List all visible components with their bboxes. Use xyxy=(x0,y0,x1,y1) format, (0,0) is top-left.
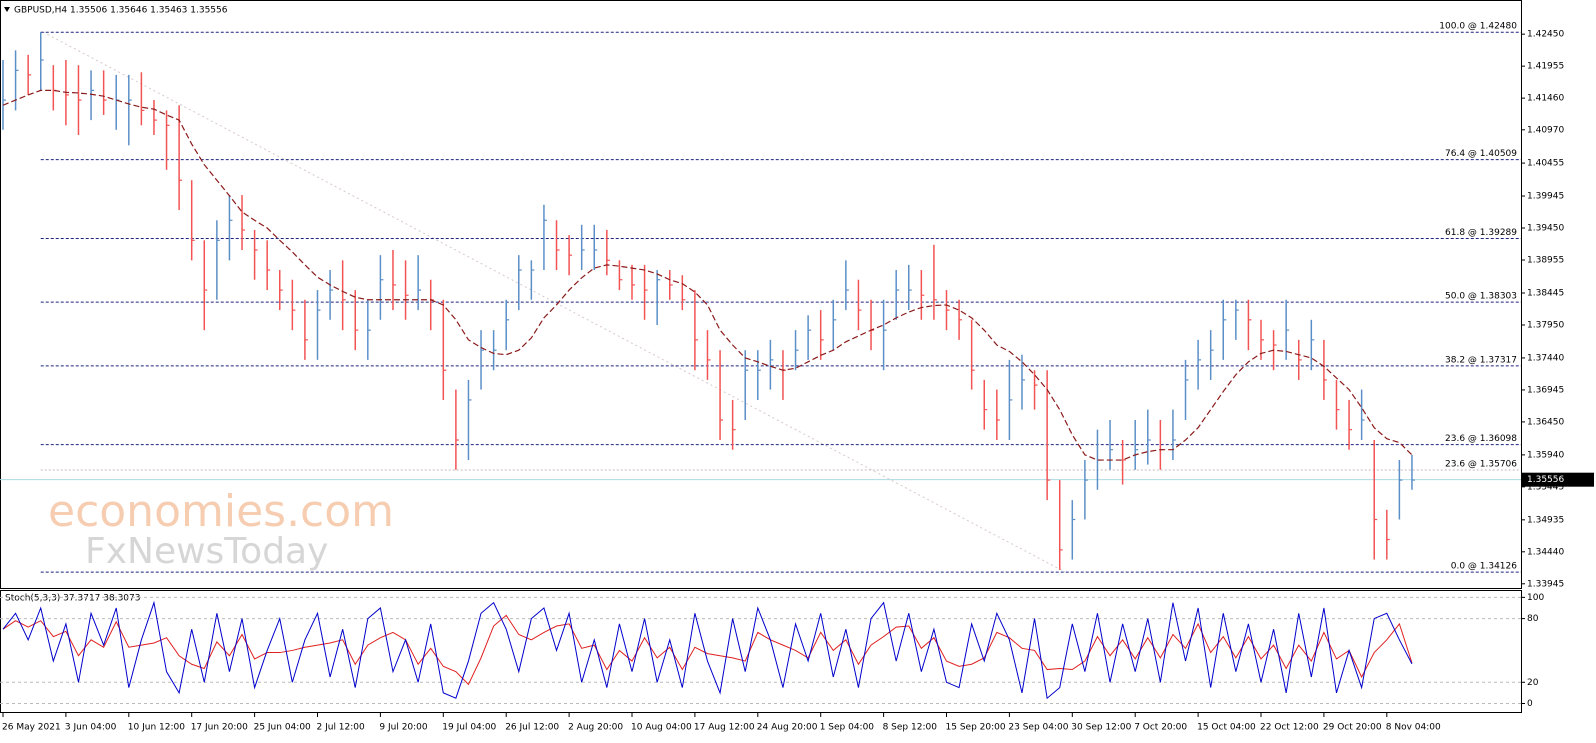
x-tick-label: 22 Oct 12:00 xyxy=(1260,723,1319,733)
fib-label: 0.0 @ 1.34126 xyxy=(1451,562,1518,572)
last-price-box xyxy=(1522,472,1594,487)
fib-label: 23.6 @ 1.35706 xyxy=(1445,459,1517,469)
fib-label: 76.4 @ 1.40509 xyxy=(1445,149,1517,159)
y-tick-label: 1.36945 xyxy=(1527,385,1564,395)
x-tick-label: 19 Jul 04:00 xyxy=(442,723,496,733)
x-tick-label: 17 Jun 20:00 xyxy=(191,723,248,733)
stoch-title: Stoch(5,3,3) 37.3717 38.3073 xyxy=(5,594,140,604)
watermark: FxNewsToday xyxy=(85,531,328,572)
x-tick-label: 25 Jun 04:00 xyxy=(254,723,311,733)
x-tick-label: 2 Aug 20:00 xyxy=(568,723,623,733)
marks: 1.42450 1.41955 1.41460 1.40970 1.40455 1.399… xyxy=(0,22,1594,733)
fib-label: 100.0 @ 1.42480 xyxy=(1439,22,1517,32)
y-tick-label: 1.34440 xyxy=(1527,547,1564,557)
x-tick-label: 23 Sep 04:00 xyxy=(1008,723,1068,733)
y-tick-label: 100 xyxy=(1527,593,1544,603)
x-tick-label: 8 Sep 12:00 xyxy=(883,723,938,733)
y-tick-label: 1.41460 xyxy=(1527,94,1564,104)
x-tick-label: 1 Sep 04:00 xyxy=(820,723,875,733)
fib-label: 50.0 @ 1.38303 xyxy=(1445,292,1517,302)
x-tick-label: 29 Oct 20:00 xyxy=(1323,723,1382,733)
x-tick-label: 15 Sep 20:00 xyxy=(946,723,1006,733)
x-tick-label: 10 Aug 04:00 xyxy=(631,723,692,733)
x-tick-label: 17 Aug 12:00 xyxy=(694,723,755,733)
watermark: economies.com xyxy=(48,486,394,537)
y-tick-label: 0 xyxy=(1527,699,1533,709)
y-tick-label: 1.37440 xyxy=(1527,353,1564,363)
fib-label: 23.6 @ 1.36098 xyxy=(1445,434,1517,444)
y-tick-label: 1.37950 xyxy=(1527,320,1564,330)
y-tick-label: 1.41955 xyxy=(1527,62,1564,72)
y-tick-label: 1.39450 xyxy=(1527,224,1564,234)
fib-label: 61.8 @ 1.39289 xyxy=(1445,228,1517,238)
x-tick-label: 10 Jun 12:00 xyxy=(128,723,185,733)
moving-average xyxy=(2,89,1413,461)
y-tick-label: 1.42450 xyxy=(1527,30,1564,40)
y-tick-label: 1.35940 xyxy=(1527,450,1564,460)
fib-label: 38.2 @ 1.37317 xyxy=(1445,355,1517,365)
x-tick-label: 9 Jul 20:00 xyxy=(379,723,428,733)
y-tick-label: 1.40455 xyxy=(1527,159,1564,169)
y-tick-label: 1.38955 xyxy=(1527,256,1564,266)
last-price-label: 1.35556 xyxy=(1527,475,1564,485)
x-tick-label: 3 Jun 04:00 xyxy=(65,723,117,733)
y-tick-label: 1.34935 xyxy=(1527,515,1564,525)
stoch-line xyxy=(2,600,1413,700)
title-arrow xyxy=(4,7,10,12)
x-tick-label: 26 May 2021 xyxy=(2,723,61,733)
stoch-line xyxy=(2,614,1413,686)
y-tick-label: 1.40970 xyxy=(1527,125,1564,135)
y-tick-label: 80 xyxy=(1527,614,1539,624)
main-panel xyxy=(0,0,1522,589)
x-tick-label: 7 Oct 20:00 xyxy=(1134,723,1187,733)
chart-title: GBPUSD,H4 1.35506 1.35646 1.35463 1.3555… xyxy=(14,6,228,16)
x-tick-label: 26 Jul 12:00 xyxy=(505,723,559,733)
y-tick-label: 1.38445 xyxy=(1527,288,1564,298)
x-tick-label: 30 Sep 12:00 xyxy=(1071,723,1131,733)
y-tick-label: 1.33945 xyxy=(1527,579,1564,589)
y-tick-label: 1.39945 xyxy=(1527,192,1564,202)
stoch-panel xyxy=(0,590,1522,713)
x-tick-label: 15 Oct 04:00 xyxy=(1197,723,1256,733)
x-tick-label: 8 Nov 04:00 xyxy=(1386,723,1441,733)
y-tick-label: 1.35445 xyxy=(1527,482,1564,492)
x-tick-label: 24 Aug 20:00 xyxy=(757,723,818,733)
x-tick-label: 2 Jul 12:00 xyxy=(317,723,366,733)
y-tick-label: 1.36450 xyxy=(1527,417,1564,427)
y-tick-label: 20 xyxy=(1527,678,1539,688)
